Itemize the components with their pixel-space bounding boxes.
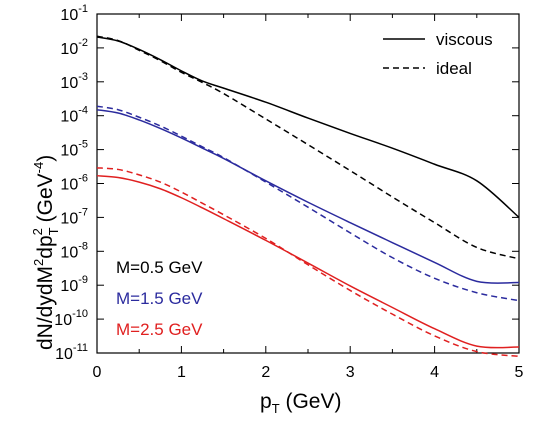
legend: viscous ideal — [383, 30, 493, 78]
series-lines — [96, 35, 520, 358]
x-axis-title-main: p — [260, 390, 272, 413]
y-tick-label: 10-8 — [60, 240, 88, 261]
x-axis-title-unit: (GeV) — [280, 390, 342, 413]
y-axis-title-unit: (GeV — [34, 173, 57, 228]
annotation-mass-1-5: M=1.5 GeV — [116, 289, 203, 308]
y-tick-label: 10-4 — [60, 105, 88, 126]
y-tick-label: 10-2 — [60, 37, 88, 58]
series-line-m2-5-dashed — [96, 167, 520, 358]
x-tick-label: 3 — [346, 364, 355, 381]
x-axis-ticks: 0 1 2 3 4 5 — [93, 14, 524, 381]
y-tick-label: 10-11 — [55, 342, 88, 363]
x-tick-label: 0 — [93, 364, 102, 381]
y-axis-title-mid: dp — [34, 235, 57, 258]
y-tick-label: 10-1 — [60, 3, 88, 24]
y-tick-label: 10-7 — [60, 206, 88, 227]
x-axis-title: pT (GeV) — [260, 390, 341, 416]
y-axis-title-sup2: 2 — [30, 228, 45, 235]
x-tick-label: 5 — [515, 364, 524, 381]
y-tick-label: 10-10 — [54, 308, 88, 329]
x-tick-label: 4 — [430, 364, 439, 381]
y-axis-title-unit-sup: -4 — [31, 162, 46, 174]
series-line-m2-5-solid — [96, 174, 520, 349]
y-axis-title-main: dN/dydM — [34, 266, 57, 350]
series-line-m0-5-dashed — [96, 35, 520, 260]
y-axis-title-sub: T — [46, 227, 61, 235]
y-tick-label: 10-6 — [60, 173, 88, 194]
x-axis-title-sub: T — [272, 401, 280, 416]
y-axis-title-close: ) — [34, 155, 57, 162]
annotation-mass-2-5: M=2.5 GeV — [116, 320, 203, 339]
y-tick-label: 10-5 — [60, 139, 88, 160]
x-tick-label: 1 — [177, 364, 186, 381]
y-tick-label: 10-3 — [60, 71, 88, 92]
y-axis-title-sup1: 2 — [31, 259, 46, 266]
annotation-mass-0-5: M=0.5 GeV — [116, 258, 203, 277]
series-line-m0-5-solid — [96, 36, 520, 218]
y-axis-title: dN/dydM2dpT2 (GeV-4) — [30, 155, 61, 350]
y-axis-ticks: 10-11 10-10 10-9 10-8 10-7 10-6 10-5 10-4 10-3 10… — [54, 3, 519, 363]
legend-viscous-label: viscous — [436, 30, 493, 49]
y-tick-label: 10-9 — [60, 274, 88, 295]
series-line-m1-5-dashed — [96, 105, 520, 302]
x-tick-label: 2 — [261, 364, 270, 381]
legend-ideal-label: ideal — [436, 59, 472, 78]
